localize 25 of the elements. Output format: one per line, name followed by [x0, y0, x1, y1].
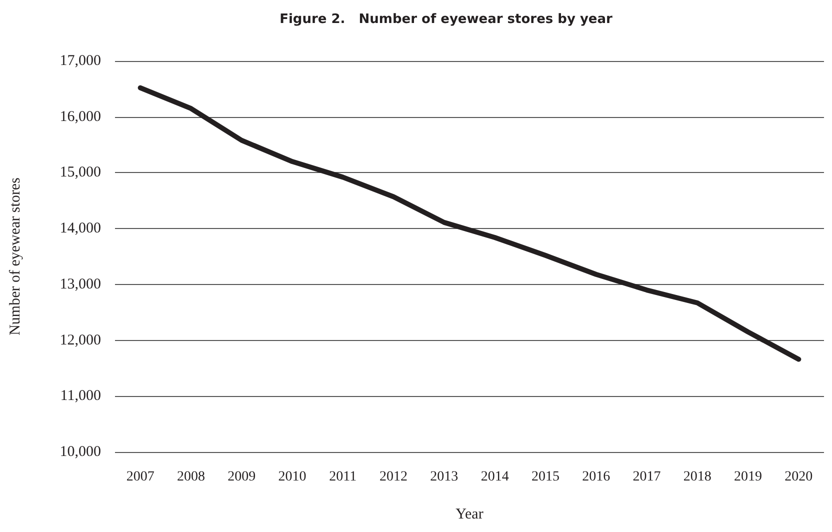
- y-tick-label: 11,000: [60, 388, 101, 404]
- x-tick-label: 2011: [329, 470, 357, 484]
- x-tick-label: 2013: [430, 470, 458, 484]
- x-tick-label: 2008: [176, 470, 205, 484]
- y-tick-label: 10,000: [60, 444, 101, 460]
- y-tick-label: 12,000: [60, 332, 101, 348]
- x-tick-label: 2016: [582, 470, 610, 484]
- x-tick-label: 2010: [278, 470, 306, 484]
- y-tick-label: 17,000: [60, 53, 101, 69]
- x-tick-label: 2007: [126, 470, 154, 484]
- y-tick-label: 13,000: [60, 276, 101, 292]
- x-tick-label: 2018: [683, 470, 712, 484]
- x-axis-title: Year: [456, 506, 484, 522]
- x-tick-label: 2012: [380, 470, 408, 484]
- x-tick-label: 2015: [531, 470, 560, 484]
- x-tick-label: 2009: [228, 470, 256, 484]
- y-tick-label: 16,000: [60, 108, 101, 125]
- y-tick-label: 14,000: [60, 220, 101, 237]
- chart-title: Figure 2. Number of eyewear stores by year: [280, 12, 614, 27]
- x-tick-label: 2014: [480, 470, 509, 484]
- y-axis-title: Number of eyewear stores: [8, 177, 24, 336]
- y-tick-label: 15,000: [60, 164, 101, 181]
- x-tick-label: 2017: [632, 470, 661, 484]
- x-tick-label: 2020: [784, 470, 813, 484]
- x-tick-label: 2019: [734, 470, 762, 484]
